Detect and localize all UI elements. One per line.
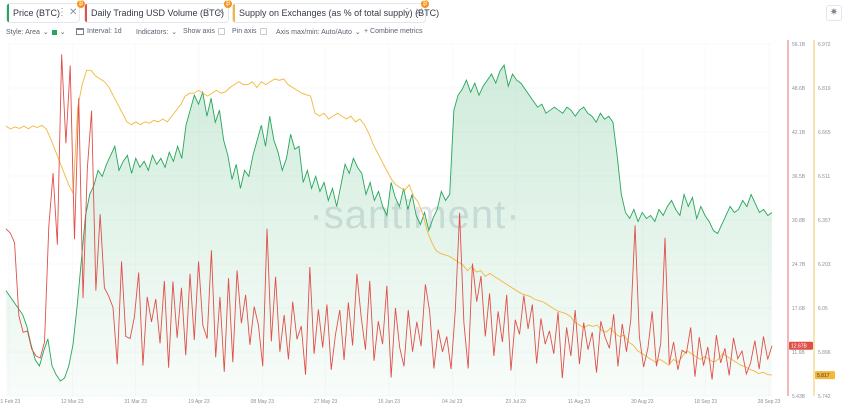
- color-swatch-icon: [51, 29, 57, 35]
- price-line: [5, 63, 773, 382]
- volume-axis-tick: 17.6B: [792, 306, 806, 312]
- supply-axis-tick: 5.742: [818, 394, 831, 400]
- tab-volume-menu-icon[interactable]: ⋮: [203, 7, 213, 18]
- tab-price-label: Price (BTC): [13, 8, 60, 18]
- supply-last-value: 5.817: [817, 373, 830, 379]
- supply-axis-tick: 6.972: [818, 42, 831, 48]
- date-axis-tick: 08 May 23: [251, 399, 275, 405]
- pin-axis-label: Pin axis: [232, 28, 257, 35]
- show-axis-toggle[interactable]: Show axis: [183, 28, 225, 35]
- combine-metrics-label: + Combine metrics: [364, 28, 423, 35]
- pin-axis-toggle[interactable]: Pin axis: [232, 28, 267, 35]
- tab-price-color-stripe: [7, 4, 9, 22]
- date-axis-tick: 12 Mar 23: [61, 399, 84, 405]
- volume-axis-tick: 11.6B: [792, 350, 805, 356]
- tab-volume-label: Daily Trading USD Volume (BTC): [91, 8, 225, 18]
- tab-price-close-icon[interactable]: ✕: [69, 7, 78, 18]
- volume-axis-tick: 5.43B: [792, 394, 806, 400]
- chevron-down-icon: ⌄: [42, 29, 49, 36]
- tab-supply-label: Supply on Exchanges (as % of total suppl…: [239, 8, 440, 18]
- tab-volume-close-icon[interactable]: ✕: [216, 7, 225, 18]
- chevron-down-icon: ⌄: [59, 29, 66, 36]
- last-value-labels: 12.67B 5.817: [789, 341, 835, 380]
- date-axis: 21 Feb 23 12 Mar 23 31 Mar 23 19 Apr 23 08 M…: [0, 399, 781, 405]
- tab-price[interactable]: Price (BTC) ⋮ ✕ ₿: [6, 0, 85, 23]
- volume-axis-tick: 36.5B: [792, 174, 806, 180]
- volume-last-value-badge: [789, 341, 813, 350]
- date-axis-tick: 11 Aug 23: [568, 399, 590, 405]
- date-axis-tick: 28 Sep 23: [758, 399, 781, 405]
- chevron-down-icon: ⌄: [171, 29, 178, 36]
- tab-volume-btc-badge-icon: ₿: [224, 0, 232, 8]
- tab-supply-btc-badge-icon: ₿: [421, 0, 429, 8]
- date-axis-tick: 31 Mar 23: [124, 399, 147, 405]
- date-axis-tick: 18 Sep 23: [694, 399, 717, 405]
- combine-metrics-button[interactable]: + Combine metrics: [364, 28, 423, 35]
- chart-series: [5, 54, 773, 396]
- price-area: [6, 65, 772, 396]
- volume-axis-tick: 42.1B: [792, 130, 806, 136]
- style-selector[interactable]: Style: Area ⌄ ⌄: [6, 28, 66, 37]
- price-volume-supply-chart[interactable]: ·santiment· 56.1B48.6B42.1B36.5B30.8B24.…: [0, 40, 850, 413]
- date-axis-tick: 15 Jun 23: [378, 399, 400, 405]
- volume-last-value: 12.67B: [791, 344, 808, 350]
- calendar-icon: [76, 28, 84, 35]
- date-axis-tick: 19 Apr 23: [188, 399, 210, 405]
- style-label: Style: Area: [6, 28, 40, 36]
- chart-settings-button[interactable]: ✷: [826, 5, 842, 21]
- tab-supply-color-stripe: [233, 4, 235, 22]
- axis-max-min-selector[interactable]: Axis max/min: Auto/Auto ⌄: [276, 28, 361, 37]
- supply-axis-tick: 6.819: [818, 86, 831, 92]
- pin-axis-checkbox[interactable]: [259, 28, 267, 35]
- supply-axis-tick: 5.896: [818, 350, 831, 356]
- tab-price-btc-badge-icon: ₿: [77, 0, 85, 8]
- volume-axis-tick: 30.8B: [792, 218, 806, 224]
- interval-label: Interval: 1d: [87, 28, 122, 35]
- interval-selector[interactable]: Interval: 1d: [76, 28, 122, 35]
- volume-line: [5, 54, 773, 380]
- indicators-label: Indicators:: [136, 28, 169, 36]
- show-axis-label: Show axis: [183, 28, 215, 35]
- tab-volume[interactable]: Daily Trading USD Volume (BTC) ⋮ ✕ ₿: [84, 0, 232, 23]
- date-axis-tick: 23 Jul 23: [506, 399, 527, 405]
- supply-axis: 6.972 6.819 6.665 6.511 6.357 6.203 6.05 5.896 5…: [813, 40, 831, 400]
- axis-max-min-label: Axis max/min: Auto/Auto: [276, 28, 352, 36]
- date-axis-tick: 30 Aug 23: [631, 399, 654, 405]
- tab-supply-close-icon[interactable]: ✕: [415, 7, 424, 18]
- date-axis-tick: 21 Feb 23: [0, 399, 20, 405]
- supply-last-value-badge: [815, 371, 835, 380]
- supply-axis-tick: 6.511: [818, 174, 830, 180]
- supply-line: [5, 69, 773, 376]
- indicators-selector[interactable]: Indicators: ⌄: [136, 28, 178, 37]
- tab-volume-color-stripe: [85, 4, 87, 22]
- supply-axis-tick: 6.665: [818, 130, 831, 136]
- chart-toolbar: Style: Area ⌄ ⌄ Interval: 1d Indicators:…: [0, 26, 850, 40]
- date-axis-tick: 27 May 23: [314, 399, 338, 405]
- tab-price-menu-icon[interactable]: ⋮: [57, 7, 67, 18]
- volume-axis-tick: 56.1B: [792, 42, 806, 48]
- tab-supply[interactable]: Supply on Exchanges (as % of total suppl…: [232, 0, 439, 23]
- supply-axis-tick: 6.203: [818, 262, 831, 268]
- volume-axis-tick: 24.7B: [792, 262, 806, 268]
- supply-axis-tick: 6.05: [818, 306, 828, 312]
- volume-axis-tick: 48.6B: [792, 86, 806, 92]
- metrics-tab-bar: Price (BTC) ⋮ ✕ ₿ Daily Trading USD Volu…: [0, 0, 850, 26]
- date-axis-tick: 04 Jul 23: [442, 399, 463, 405]
- supply-axis-tick: 6.357: [818, 218, 831, 224]
- volume-axis: 56.1B 48.6B 42.1B 36.5B 30.8B 24.7B 17.6B 11.6B…: [787, 40, 806, 400]
- show-axis-checkbox[interactable]: [217, 28, 225, 35]
- chevron-down-icon: ⌄: [354, 29, 361, 36]
- tab-supply-menu-icon[interactable]: ⋮: [402, 7, 412, 18]
